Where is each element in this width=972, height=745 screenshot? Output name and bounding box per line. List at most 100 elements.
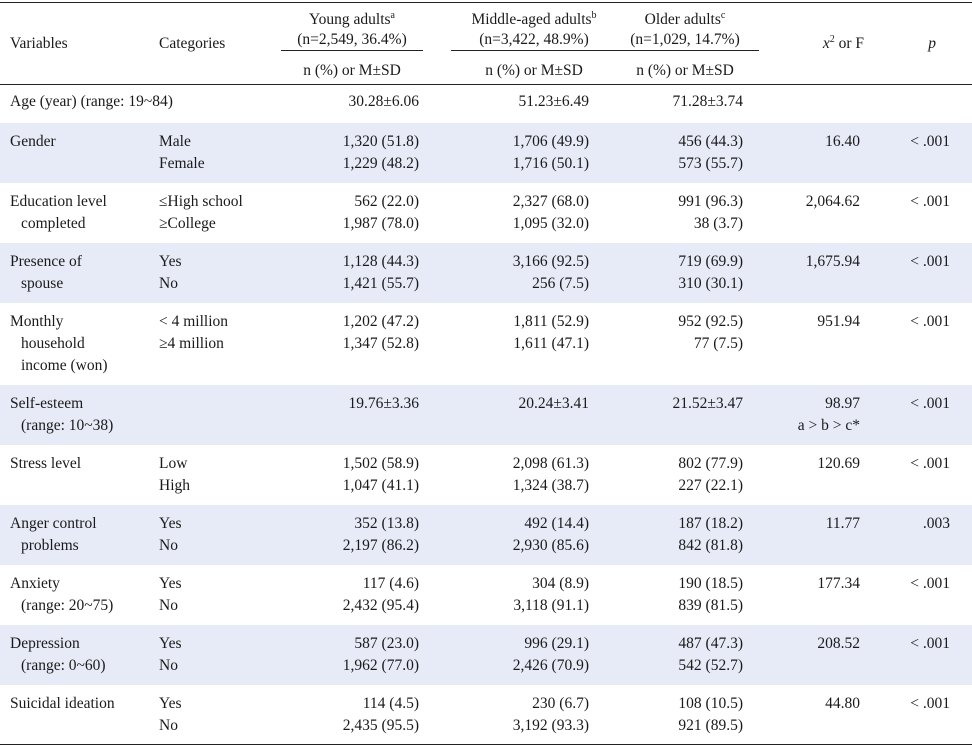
older-value-text: 108 (10.5) — [678, 694, 743, 712]
stat-value: 1,675.94 — [753, 243, 870, 303]
variable-label: Suicidal ideation — [0, 685, 159, 745]
table-row: Presence of spouse Yes No 1,128 (44.3) 1,421 … — [0, 242, 972, 303]
category-label-text: ≥4 million — [159, 334, 224, 352]
header-categories: Categories — [159, 2, 281, 85]
middle-value-text: 2,327 (68.0) — [512, 192, 589, 210]
group-middle-n: (n=3,422, 48.9%) — [479, 31, 589, 49]
header-stat-x: x — [822, 34, 830, 52]
variable-label: Education level completed — [0, 183, 159, 243]
category-label-text: ≥College — [159, 214, 216, 232]
category-label-text: Male — [159, 132, 191, 150]
young-value: 562 (22.0) 1,987 (78.0) — [281, 183, 419, 243]
variable-label-text: Age (year) (range: 19~84) — [10, 93, 173, 110]
spacer — [589, 565, 617, 625]
category-label-text: No — [159, 716, 178, 734]
older-value-text: 71.28±3.74 — [672, 93, 743, 110]
older-value-text: 991 (96.3) — [678, 192, 743, 210]
stat-value-text: 1,675.94 — [805, 252, 860, 270]
older-value-text: 456 (44.3) — [678, 132, 743, 150]
stat-value: 11.77 — [753, 505, 870, 565]
stat-value: 120.69 — [753, 445, 870, 505]
young-value: 1,320 (51.8) 1,229 (48.2) — [281, 123, 419, 183]
older-value: 71.28±3.74 — [617, 85, 753, 123]
stat-value-text: 2,064.62 — [805, 192, 860, 210]
variable-label: Gender — [0, 123, 159, 183]
spacer — [589, 685, 617, 745]
young-value-text: 1,320 (51.8) — [342, 132, 419, 150]
middle-value: 230 (6.7) 3,192 (93.3) — [449, 685, 589, 745]
young-value: 1,202 (47.2) 1,347 (52.8) — [281, 303, 419, 385]
p-value-text: < .001 — [910, 454, 950, 472]
stat-value: 98.97 a > b > c* — [753, 385, 870, 445]
p-value-text: .003 — [922, 514, 950, 532]
stat-value-text: a > b > c* — [797, 416, 860, 434]
variable-label-text: Suicidal ideation — [10, 694, 115, 712]
older-value: 21.52±3.47 — [617, 385, 753, 445]
middle-value-text: 3,166 (92.5) — [512, 252, 589, 270]
p-value-text: < .001 — [910, 574, 950, 592]
young-value-text: 114 (4.5) — [362, 694, 419, 712]
p-value: < .001 — [870, 445, 972, 505]
middle-value-text: 20.24±3.41 — [518, 394, 589, 412]
stat-value: 16.40 — [753, 123, 870, 183]
spacer — [589, 385, 617, 445]
category-label-text: Yes — [159, 514, 182, 532]
spacer — [589, 85, 617, 123]
header-group-older: Older adultsc (n=1,029, 14.7%) — [611, 3, 759, 59]
older-value: 108 (10.5) 921 (89.5) — [617, 685, 753, 745]
sub-header-older-label: n (%) or M±SD — [636, 62, 734, 80]
variable-label-text: Education level — [10, 192, 107, 210]
young-value-text: 1,347 (52.8) — [342, 334, 419, 352]
p-value: < .001 — [870, 385, 972, 445]
p-value-text: < .001 — [910, 252, 950, 270]
spacer — [589, 625, 617, 685]
older-value: 190 (18.5) 839 (81.5) — [617, 565, 753, 625]
spacer — [419, 123, 449, 183]
older-value: 487 (47.3) 542 (52.7) — [617, 625, 753, 685]
middle-value-text: 2,426 (70.9) — [512, 656, 589, 674]
header-stat: x2 or F — [753, 2, 870, 85]
young-value-text: 1,421 (55.7) — [342, 274, 419, 292]
spacer — [419, 445, 449, 505]
spacer — [589, 303, 617, 385]
young-value: 117 (4.6) 2,432 (95.4) — [281, 565, 419, 625]
category-label-text: No — [159, 536, 178, 554]
table-row: Education level completed ≤High school ≥Col… — [0, 183, 972, 243]
variable-label-text: household — [21, 334, 85, 352]
spacer — [589, 505, 617, 565]
spacer — [419, 565, 449, 625]
variable-label-text: (range: 10~38) — [21, 416, 114, 434]
middle-value-text: 996 (29.1) — [524, 634, 589, 652]
category-label-text: Yes — [159, 574, 182, 592]
p-value: .003 — [870, 505, 972, 565]
category-label-text: Low — [159, 454, 188, 472]
young-value-text: 1,987 (78.0) — [342, 214, 419, 232]
table-row: Self-esteem (range: 10~38) 19.76±3.36 20.24… — [0, 384, 972, 445]
variable-label-text: Depression — [10, 634, 80, 652]
category-label-text: Yes — [159, 634, 182, 652]
category-label: Yes No — [159, 565, 281, 625]
young-value-text: 2,435 (95.5) — [342, 716, 419, 734]
variable-label-text: Anxiety — [10, 574, 60, 592]
category-label: Yes No — [159, 685, 281, 745]
spacer — [589, 445, 617, 505]
young-value: 30.28±6.06 — [281, 85, 419, 123]
stat-value-text: 16.40 — [825, 132, 860, 150]
sub-header-young: n (%) or M±SD — [281, 59, 449, 85]
older-value-text: 227 (22.1) — [678, 476, 743, 494]
spacer — [589, 243, 617, 303]
table-row: Anxiety (range: 20~75) Yes No 117 (4.6) 2,432… — [0, 565, 972, 625]
older-value-text: 77 (7.5) — [693, 334, 743, 352]
p-value-text: < .001 — [910, 394, 950, 412]
older-value-text: 38 (3.7) — [693, 214, 743, 232]
category-label-text: No — [159, 274, 178, 292]
variable-label: Self-esteem (range: 10~38) — [0, 385, 159, 445]
p-value: < .001 — [870, 243, 972, 303]
stat-value-text: 177.34 — [817, 574, 860, 592]
variable-label-text: Anger control — [10, 514, 97, 532]
table-row: Depression (range: 0~60) Yes No 587 (23.0) 1,… — [0, 624, 972, 685]
group-older-sup: c — [720, 10, 726, 22]
stat-value: 177.34 — [753, 565, 870, 625]
older-value: 991 (96.3) 38 (3.7) — [617, 183, 753, 243]
spacer — [419, 85, 449, 123]
